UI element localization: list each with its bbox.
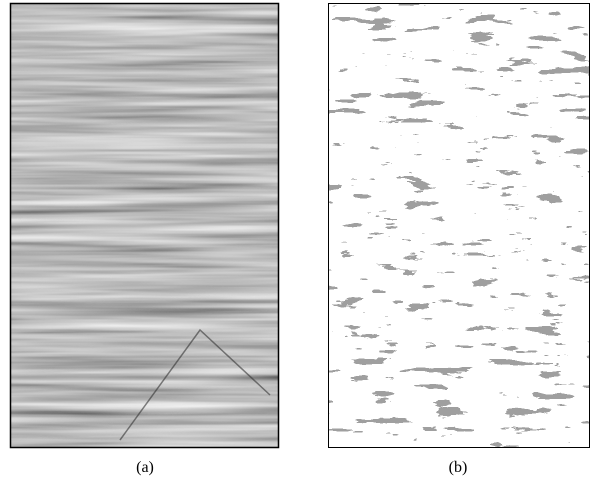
figure: (a) (b): [0, 0, 597, 483]
panel-a: (a): [10, 3, 279, 476]
seismic-image: [10, 3, 279, 448]
panel-b: (b): [328, 3, 590, 476]
panel-label: (a): [136, 459, 154, 476]
panel-label: (b): [449, 459, 468, 476]
seismic-image: [328, 3, 590, 448]
page: (a) (b) (() => { const data = JSON.parse…: [0, 0, 597, 483]
